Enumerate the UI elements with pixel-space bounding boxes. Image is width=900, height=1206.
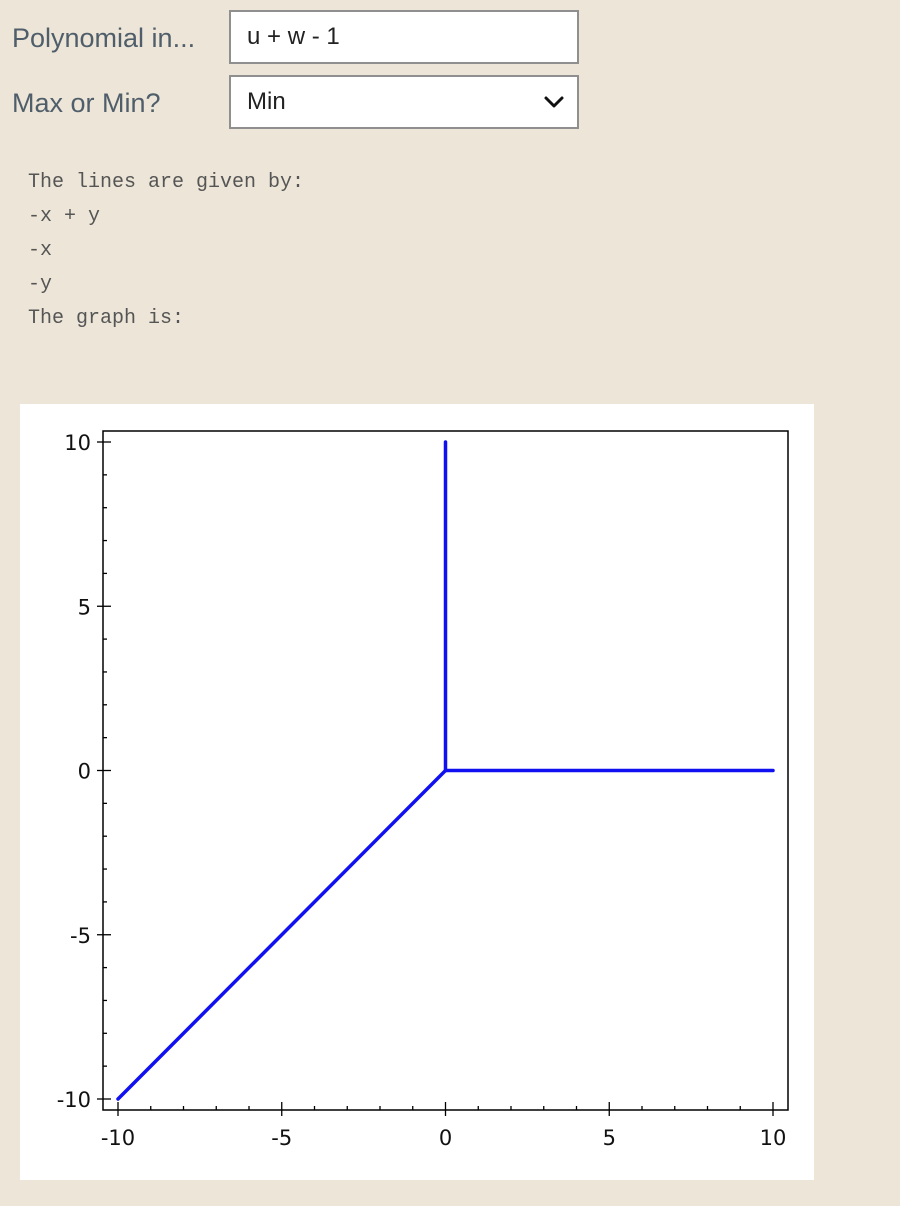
tropical-curve-plot: -10 -5 0 5 10 -10 -5 0 5 10	[57, 430, 789, 1150]
output-line: -x	[28, 239, 53, 262]
y-tick-label: 5	[78, 595, 91, 619]
y-tick-label: 0	[78, 760, 91, 784]
x-tick-label: -5	[271, 1126, 292, 1150]
polynomial-label: Polynomial in...	[12, 23, 196, 53]
x-tick-label: 10	[760, 1126, 787, 1150]
output-text: The lines are given by: -x + y -x -y The…	[28, 166, 304, 336]
polynomial-input-value: u + w - 1	[247, 23, 340, 50]
series-line-0	[116, 768, 448, 1101]
chevron-down-icon	[544, 96, 564, 108]
output-line: The graph is:	[28, 307, 185, 330]
x-tick-label: 5	[603, 1126, 616, 1150]
polynomial-row: Polynomial in... u + w - 1	[0, 10, 900, 66]
maxmin-row: Max or Min? Min	[0, 75, 900, 131]
plot-panel: -10 -5 0 5 10 -10 -5 0 5 10	[20, 404, 814, 1180]
y-tick-label: -10	[57, 1088, 91, 1112]
output-line: The lines are given by:	[28, 171, 305, 194]
output-line: -y	[28, 273, 53, 296]
polynomial-input[interactable]: u + w - 1	[229, 10, 579, 64]
x-tick-label: -10	[101, 1126, 135, 1150]
y-tick-label: -5	[70, 924, 91, 948]
maxmin-select[interactable]: Min	[229, 75, 579, 129]
maxmin-label: Max or Min?	[12, 88, 161, 118]
output-line: -x + y	[28, 205, 101, 228]
x-tick-label: 0	[439, 1126, 452, 1150]
maxmin-selected-value: Min	[247, 88, 286, 115]
y-tick-label: 10	[64, 431, 91, 455]
